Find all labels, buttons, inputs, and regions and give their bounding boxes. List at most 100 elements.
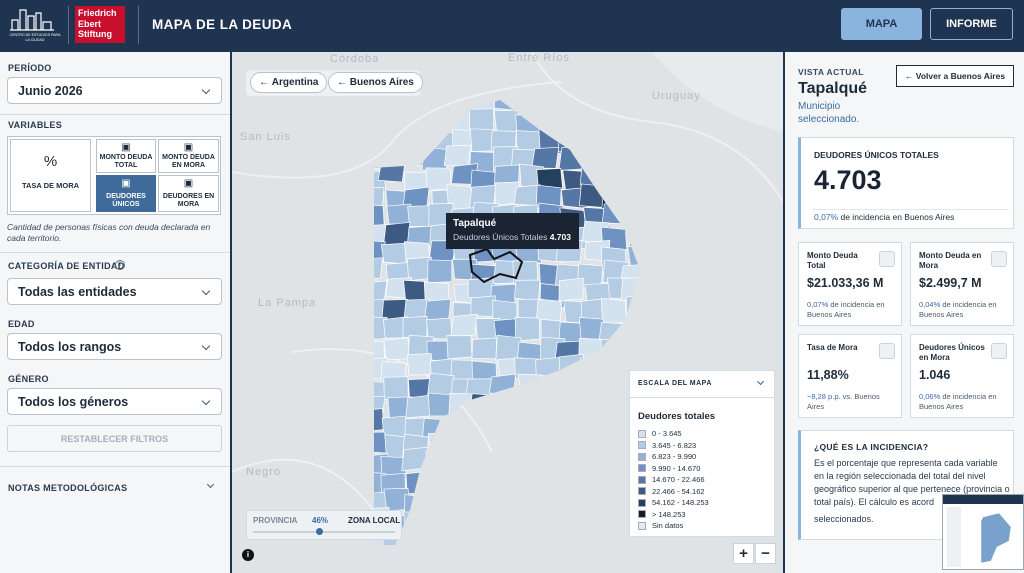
metric-note-text: de incidencia en Buenos Aires xyxy=(919,300,997,319)
slider-right: ZONA LOCAL xyxy=(348,516,401,525)
metric-note: 0,07% de incidencia en Buenos Aires xyxy=(807,300,897,320)
legend-label: 54.162 - 148.253 xyxy=(652,498,709,508)
map[interactable] xyxy=(232,52,783,573)
info-title: ¿QUÉ ES LA INCIDENCIA? xyxy=(814,442,929,452)
category-label: CATEGORÍA DE ENTIDAD xyxy=(8,261,125,271)
divider xyxy=(0,114,230,115)
legend-header[interactable]: ESCALA DEL MAPA xyxy=(638,380,712,387)
metric-value: $2.499,7 M xyxy=(919,276,982,290)
age-label: EDAD xyxy=(8,319,35,329)
chevron xyxy=(756,377,765,386)
region xyxy=(450,313,478,338)
breadcrumb[interactable]: ← Argentina xyxy=(250,72,328,93)
region xyxy=(470,295,496,318)
legend-item: 14.670 - 22.466 xyxy=(638,474,709,486)
nav-report[interactable]: INFORME xyxy=(930,8,1013,40)
slider-left: PROVINCIA xyxy=(253,516,298,525)
thumb-header xyxy=(943,495,1023,504)
main-value: 4.703 xyxy=(814,165,882,195)
metric-note: −8,28 p.p. vs. Buenos Aires xyxy=(807,392,897,412)
variable-label: DEUDORES ÚNICOS xyxy=(106,193,146,208)
info-icon[interactable]: i xyxy=(115,260,125,270)
zoom-out[interactable]: − xyxy=(755,543,776,564)
detail-panel: VISTA ACTUAL ← Volver a Buenos Aires Tap… xyxy=(783,52,1024,573)
metric-share: 0,06% xyxy=(919,392,941,401)
app-title: MAPA DE LA DEUDA xyxy=(152,17,293,32)
slider-handle[interactable] xyxy=(316,528,323,535)
legend-swatch xyxy=(638,487,646,496)
region xyxy=(535,298,563,324)
variable-option[interactable]: ▣ MONTO DEUDA TOTAL xyxy=(96,139,156,173)
legend-item: 9.990 - 14.670 xyxy=(638,463,709,475)
legend-item: 54.162 - 148.253 xyxy=(638,497,709,509)
logo-caption: CENTRO DE ESTUDIOS PARA LA CIUDAD xyxy=(9,33,61,42)
notes-toggle[interactable]: NOTAS METODOLÓGICAS xyxy=(8,483,128,493)
divider xyxy=(813,209,1009,210)
info-text-end: seleccionados. xyxy=(814,514,874,524)
metric-card: Tasa de Mora 11,88% −8,28 p.p. vs. Buenos … xyxy=(798,334,902,418)
tooltip-value: 4.703 xyxy=(549,232,571,242)
variable-label: TASA DE MORA xyxy=(21,180,80,190)
legend-label: 6.823 - 9.990 xyxy=(652,452,697,462)
divider xyxy=(0,466,230,467)
legend-swatch xyxy=(638,452,646,461)
breadcrumb[interactable]: ← Buenos Aires xyxy=(328,72,423,93)
legend-swatch xyxy=(638,498,646,507)
region xyxy=(380,242,409,265)
region xyxy=(374,316,388,341)
variable-option[interactable]: % TASA DE MORA xyxy=(10,139,91,212)
tooltip: Tapalqué Deudores Únicos Totales 4.703 xyxy=(446,213,579,249)
metric-share: 0,04% xyxy=(919,300,941,309)
thumb-map xyxy=(980,512,1012,564)
metric-share: 0,07% xyxy=(807,300,829,309)
gender-select[interactable]: Todos los géneros xyxy=(7,388,222,415)
reset-button[interactable]: RESTABLECER FILTROS xyxy=(7,425,222,452)
period-select[interactable]: Junio 2026 xyxy=(7,77,222,104)
age-select[interactable]: Todos los rangos xyxy=(7,333,222,360)
chevron xyxy=(206,480,215,489)
metric-card: Monto Deuda en Mora $2.499,7 M 0,04% de in… xyxy=(910,242,1014,326)
logo-icon xyxy=(10,9,54,31)
info-button[interactable]: i xyxy=(242,549,254,561)
slider-value: 46% xyxy=(312,516,329,525)
metric-share: −8,28 p.p. xyxy=(807,392,841,401)
legend-swatch xyxy=(638,464,646,473)
region xyxy=(446,335,473,360)
thumbnail-overlay xyxy=(942,494,1024,570)
metric-note-text: de incidencia en Buenos Aires xyxy=(919,392,997,411)
period-label: PERÍODO xyxy=(8,63,52,73)
variable-option[interactable]: ▣ MONTO DEUDA EN MORA xyxy=(158,139,219,173)
nav-map[interactable]: MAPA xyxy=(841,8,922,40)
region xyxy=(536,168,564,192)
variable-option[interactable]: ▣ DEUDORES EN MORA xyxy=(158,175,219,212)
legend-item: > 148.253 xyxy=(638,509,709,521)
legend-item: Sin datos xyxy=(638,520,709,532)
legend-swatch xyxy=(638,521,646,530)
back-text: Volver a Buenos Aires xyxy=(915,71,1006,81)
region-subtitle: Municipio seleccionado. xyxy=(798,101,860,125)
breadcrumb-text: Buenos Aires xyxy=(349,77,414,88)
legend-label: Sin datos xyxy=(652,521,684,531)
metric-note: 0,06% de incidencia en Buenos Aires xyxy=(919,392,1009,412)
metric-value: 1.046 xyxy=(919,368,951,382)
region xyxy=(405,394,433,419)
selected-region[interactable] xyxy=(468,247,524,284)
divider xyxy=(630,397,774,398)
legend-items: 0 - 3.645 3.645 - 6.823 6.823 - 9.990 9.990… xyxy=(638,428,709,532)
region xyxy=(427,259,453,284)
region xyxy=(558,277,584,302)
back-button[interactable]: ← Volver a Buenos Aires xyxy=(896,65,1014,87)
category-select[interactable]: Todas las entidades xyxy=(7,278,222,305)
variable-option[interactable]: ▣ DEUDORES ÚNICOS xyxy=(96,175,156,212)
metric-card: Monto Deuda Total $21.033,36 M 0,07% de in… xyxy=(798,242,902,326)
metric-note-text: de incidencia en Buenos Aires xyxy=(807,300,885,319)
slider-track xyxy=(253,531,395,533)
scale-slider: PROVINCIA 46% ZONA LOCAL xyxy=(246,510,402,540)
brand-line: Friedrich xyxy=(78,8,117,18)
zoom-in[interactable]: + xyxy=(733,543,754,564)
main-label: DEUDORES ÚNICOS TOTALES xyxy=(814,150,939,160)
legend-label: > 148.253 xyxy=(652,509,686,519)
metric-label: Tasa de Mora xyxy=(807,343,858,352)
